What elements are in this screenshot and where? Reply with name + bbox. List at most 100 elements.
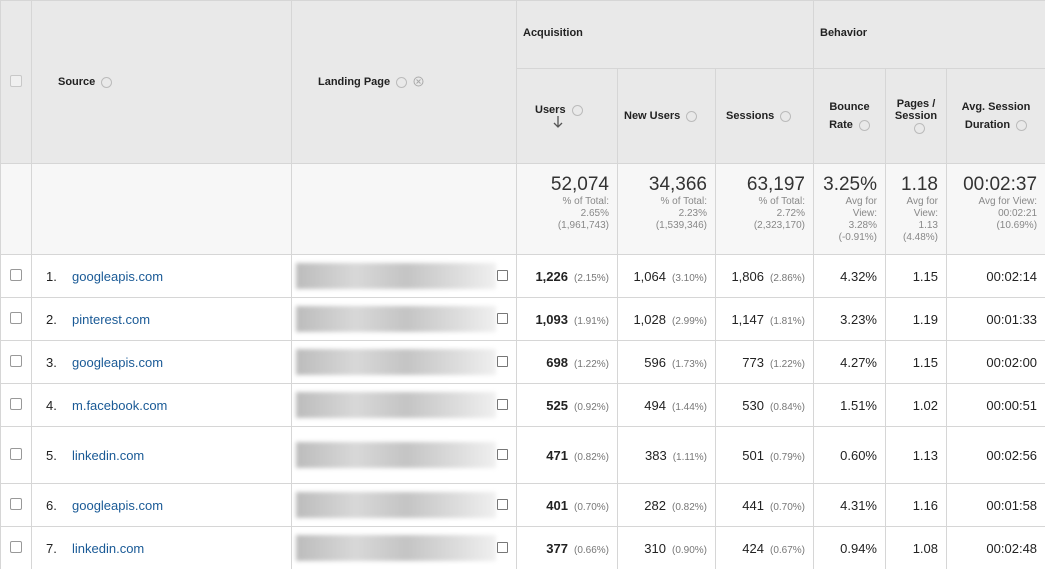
sort-arrow[interactable] bbox=[553, 116, 563, 128]
data-row: 1. googleapis.com 1,226 (2.15%) 1,064 (3.10%)… bbox=[0, 254, 1045, 298]
help-icon[interactable] bbox=[571, 104, 583, 116]
sessions-percent: (0.70%) bbox=[769, 501, 805, 513]
checkbox-cell bbox=[0, 483, 32, 527]
metric-cell: 282 (0.82%) bbox=[617, 483, 716, 527]
source-link[interactable]: m.facebook.com bbox=[72, 397, 168, 413]
metric-cell: 441 (0.70%) bbox=[715, 483, 814, 527]
landing-page-cell bbox=[291, 297, 517, 341]
total-cell: 1.18 Avg for View: 1.13 (4.48%) bbox=[885, 163, 947, 255]
metric-cell: 00:01:33 bbox=[945, 297, 1045, 341]
open-link-icon[interactable] bbox=[497, 542, 508, 553]
avg-duration: 00:02:14 bbox=[986, 268, 1038, 284]
source-link[interactable]: googleapis.com bbox=[72, 497, 164, 513]
blurred-landing-page bbox=[296, 392, 496, 418]
metric-cell: 4.32% bbox=[813, 254, 886, 298]
source-cell: 3. googleapis.com bbox=[31, 340, 292, 384]
total-detail: 00:02:21 bbox=[998, 208, 1038, 219]
header-pages-session[interactable]: Pages / Session bbox=[894, 98, 938, 122]
total-detail: (-0.91%) bbox=[838, 232, 877, 243]
metric-cell: 530 (0.84%) bbox=[715, 383, 814, 427]
row-index: 1. bbox=[46, 268, 57, 284]
group-acquisition: Acquisition bbox=[523, 27, 583, 39]
metric-cell: 1.15 bbox=[885, 254, 947, 298]
source-link[interactable]: linkedin.com bbox=[72, 540, 145, 556]
open-link-icon[interactable] bbox=[497, 499, 508, 510]
pages-session: 1.15 bbox=[912, 354, 938, 370]
total-detail: 3.28% bbox=[848, 220, 877, 231]
metric-cell: 773 (1.22%) bbox=[715, 340, 814, 384]
metric-cell: 698 (1.22%) bbox=[516, 340, 618, 384]
users-percent: (1.22%) bbox=[573, 358, 609, 370]
open-link-icon[interactable] bbox=[497, 313, 508, 324]
row-checkbox[interactable] bbox=[10, 497, 22, 510]
help-icon[interactable] bbox=[1016, 119, 1028, 131]
bounce-rate: 0.94% bbox=[840, 540, 877, 556]
landing-page-cell bbox=[291, 254, 517, 298]
total-detail: (4.48%) bbox=[902, 232, 938, 243]
bounce-rate: 4.31% bbox=[840, 497, 877, 513]
users-value: 401 bbox=[546, 497, 568, 513]
help-icon[interactable] bbox=[101, 76, 113, 88]
metric-cell: 00:00:51 bbox=[945, 383, 1045, 427]
new-users-value: 1,028 bbox=[633, 311, 666, 327]
source-link[interactable]: linkedin.com bbox=[72, 447, 145, 463]
row-checkbox[interactable] bbox=[10, 397, 22, 410]
row-checkbox[interactable] bbox=[10, 447, 22, 460]
landing-page-cell bbox=[291, 483, 517, 527]
avg-duration: 00:01:58 bbox=[986, 497, 1038, 513]
total-detail: 1.13 bbox=[918, 220, 938, 231]
metric-cell: 471 (0.82%) bbox=[516, 426, 618, 484]
metric-cell: 1,093 (1.91%) bbox=[516, 297, 618, 341]
landing-page-cell bbox=[291, 426, 517, 484]
row-checkbox[interactable] bbox=[10, 268, 22, 281]
row-checkbox[interactable] bbox=[10, 354, 22, 367]
checkbox-cell bbox=[0, 426, 32, 484]
metric-cell: 4.31% bbox=[813, 483, 886, 527]
data-row: 4. m.facebook.com 525 (0.92%) 494 (1.44%) 530 (… bbox=[0, 383, 1045, 427]
source-cell: 1. googleapis.com bbox=[31, 254, 292, 298]
header-sessions[interactable]: Sessions bbox=[726, 110, 775, 122]
landing-page-cell bbox=[291, 526, 517, 569]
help-icon[interactable] bbox=[396, 76, 408, 88]
source-link[interactable]: pinterest.com bbox=[72, 311, 151, 327]
total-cell: 52,074% of Total: 2.65% (1,961,743) bbox=[516, 163, 618, 255]
help-icon[interactable] bbox=[686, 110, 698, 122]
sessions-percent: (1.22%) bbox=[769, 358, 805, 370]
bounce-rate: 4.32% bbox=[840, 268, 877, 284]
new-users-value: 596 bbox=[644, 354, 666, 370]
row-checkbox[interactable] bbox=[10, 311, 22, 324]
select-all-checkbox[interactable] bbox=[10, 74, 22, 87]
open-link-icon[interactable] bbox=[497, 449, 508, 460]
open-link-icon[interactable] bbox=[497, 356, 508, 367]
group-behavior: Behavior bbox=[820, 27, 868, 39]
header-avg-duration[interactable]: Avg. Session Duration bbox=[961, 101, 1031, 131]
sessions-percent: (0.79%) bbox=[769, 451, 805, 463]
header-users[interactable]: Users bbox=[535, 103, 566, 116]
data-row: 3. googleapis.com 698 (1.22%) 596 (1.73%) 773 (… bbox=[0, 340, 1045, 384]
source-link[interactable]: googleapis.com bbox=[72, 354, 164, 370]
help-icon[interactable] bbox=[913, 122, 925, 134]
bounce-rate: 4.27% bbox=[840, 354, 877, 370]
total-detail: % of Total: bbox=[562, 196, 609, 207]
header-source[interactable]: Source bbox=[58, 76, 96, 88]
remove-dimension-icon[interactable] bbox=[413, 76, 424, 87]
metric-cell: 1,147 (1.81%) bbox=[715, 297, 814, 341]
source-link[interactable]: googleapis.com bbox=[72, 268, 164, 284]
metric-cell: 00:02:00 bbox=[945, 340, 1045, 384]
header-bounce-rate[interactable]: Bounce Rate bbox=[829, 101, 870, 131]
checkbox-cell bbox=[0, 526, 32, 569]
total-value: 63,197 bbox=[746, 174, 805, 195]
total-cell: 00:02:37 Avg for View: 00:02:21 (10.69%) bbox=[945, 163, 1045, 255]
row-checkbox[interactable] bbox=[10, 540, 22, 553]
open-link-icon[interactable] bbox=[497, 399, 508, 410]
help-icon[interactable] bbox=[780, 110, 792, 122]
header-new-users[interactable]: New Users bbox=[624, 110, 681, 122]
open-link-icon[interactable] bbox=[497, 270, 508, 281]
total-cell: 3.25% Avg for View: 3.28% (-0.91%) bbox=[813, 163, 886, 255]
total-detail: (10.69%) bbox=[996, 220, 1038, 231]
header-landing-page[interactable]: Landing Page bbox=[318, 76, 391, 88]
metric-cell: 1.08 bbox=[885, 526, 947, 569]
total-detail: 2.65% bbox=[580, 208, 609, 219]
source-cell: 5. linkedin.com bbox=[31, 426, 292, 484]
help-icon[interactable] bbox=[858, 119, 870, 131]
